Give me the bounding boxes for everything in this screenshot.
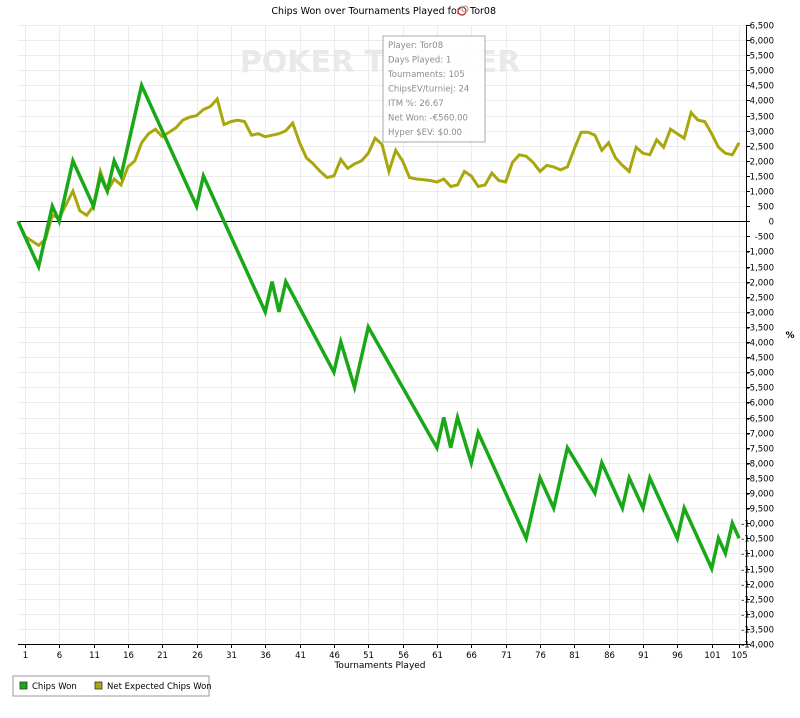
tooltip-box [382, 35, 486, 143]
y-tick-label: -8,500 [747, 475, 774, 485]
legend: Chips Won Net Expected Chips Won [12, 675, 212, 697]
poker-cards-icon [457, 5, 469, 16]
y-tick-label: -11,500 [741, 566, 774, 576]
legend-box [12, 675, 210, 697]
tooltip-line: Player: Tor08 [388, 41, 443, 51]
y-axis-ticks: 6,500 6,000 5,500 5,000 4,500 4,000 3,500 3,000… [741, 22, 774, 651]
x-tick-label: 81 [569, 651, 580, 661]
y-tick-label: 2,000 [750, 158, 774, 168]
tooltip-line: Tournaments: 105 [387, 70, 465, 80]
legend-label-chips-won: Chips Won [32, 682, 77, 692]
plot-area [18, 25, 746, 644]
x-tick-label: 105 [731, 651, 747, 661]
stats-tooltip: Player: Tor08 Days Played: 1 Tournaments: … [382, 35, 486, 143]
x-tick-label: 96 [672, 651, 683, 661]
x-tick-label: 76 [535, 651, 546, 661]
y-tick-label: 2,500 [750, 143, 774, 153]
y-tick-label: -12,500 [741, 596, 774, 606]
y-tick-label: -10,500 [741, 535, 774, 545]
x-axis-label: Tournaments Played [333, 661, 425, 671]
x-tick-label: 46 [329, 651, 340, 661]
y-tick-label: -10,000 [741, 520, 774, 530]
y-tick-label: -13,500 [741, 626, 774, 636]
y-tick-label: -12,000 [741, 581, 774, 591]
y-tick-label: 6,000 [750, 37, 774, 47]
tooltip-line: ITM %: 26.67 [388, 99, 444, 109]
x-tick-label: 6 [57, 651, 62, 661]
y-tick-label: -7,500 [747, 445, 774, 455]
tooltip-line: Days Played: 1 [388, 56, 451, 66]
series-line-chips-won [16, 79, 741, 574]
x-tick-label: 31 [226, 651, 237, 661]
y-tick-label: -11,000 [741, 550, 774, 560]
y-tick-label: -4,500 [747, 354, 774, 364]
y-tick-label: -9,000 [747, 490, 774, 500]
legend-swatch-chips-won [19, 681, 28, 690]
y-tick-label: -14,000 [741, 641, 774, 651]
x-tick-label: 36 [260, 651, 271, 661]
y-tick-label: 4,500 [750, 82, 774, 92]
x-tick-label: 26 [192, 651, 203, 661]
tooltip-line: ChipsEV/turniej: 24 [388, 85, 469, 95]
x-tick-label: 21 [157, 651, 168, 661]
x-tick-label: 1 [23, 651, 28, 661]
y-tick-label: -6,500 [747, 415, 774, 425]
x-tick-label: 86 [604, 651, 615, 661]
legend-label-net-expected-chips-won: Net Expected Chips Won [107, 682, 212, 692]
x-tick-label: 16 [123, 651, 134, 661]
y-tick-label: -5,500 [747, 384, 774, 394]
y-tick-label: -3,500 [747, 324, 774, 334]
y-tick-label: 5,000 [750, 67, 774, 77]
x-tick-label: 71 [501, 651, 512, 661]
x-tick-label: 11 [89, 651, 100, 661]
y-tick-label: 3,000 [750, 128, 774, 138]
y-tick-label: 0 [769, 218, 774, 228]
y-tick-label: -3,000 [747, 309, 774, 319]
series-line-net-expected-chips-won [16, 95, 741, 248]
x-axis-ticks: 1 6 11 16 21 26 31 36 41 46 51 56 61 66 71 76 81 86 91 96 10… [23, 644, 748, 661]
y-tick-label: -6,000 [747, 399, 774, 409]
y-tick-label: -7,000 [747, 430, 774, 440]
y-tick-label: 1,000 [750, 188, 774, 198]
x-tick-label: 66 [466, 651, 477, 661]
y-tick-label: -2,000 [747, 279, 774, 289]
chart-title: Chips Won over Tournaments Played for [271, 6, 460, 17]
y-tick-label: -13,000 [741, 611, 774, 621]
y-tick-label: 1,500 [750, 173, 774, 183]
y-tick-label: -1,500 [747, 264, 774, 274]
chart-title-player: Tor08 [469, 6, 496, 17]
y-tick-label: 5,500 [750, 52, 774, 62]
y-tick-label: -2,500 [747, 294, 774, 304]
y-tick-label: -1,000 [747, 248, 774, 258]
x-tick-label: 51 [363, 651, 374, 661]
legend-swatch-net-expected-chips-won [94, 681, 103, 690]
x-tick-label: 91 [638, 651, 649, 661]
y-axis-label: % [785, 331, 794, 341]
x-tick-label: 41 [295, 651, 306, 661]
y-tick-label: -8,000 [747, 460, 774, 470]
y-tick-label: -5,000 [747, 369, 774, 379]
y-tick-label: 6,500 [750, 22, 774, 32]
series-layer [16, 79, 741, 574]
x-tick-label: 101 [704, 651, 720, 661]
y-tick-label: 500 [758, 203, 774, 213]
tooltip-line: Net Won: -€560.00 [388, 114, 468, 124]
y-tick-label: -500 [755, 233, 774, 243]
x-tick-label: 56 [398, 651, 409, 661]
y-tick-label: -9,500 [747, 505, 774, 515]
y-tick-label: 3,500 [750, 113, 774, 123]
y-tick-label: 4,000 [750, 97, 774, 107]
y-tick-label: -4,000 [747, 339, 774, 349]
x-tick-label: 61 [432, 651, 443, 661]
tooltip-line: Hyper $EV: $0.00 [388, 128, 462, 138]
